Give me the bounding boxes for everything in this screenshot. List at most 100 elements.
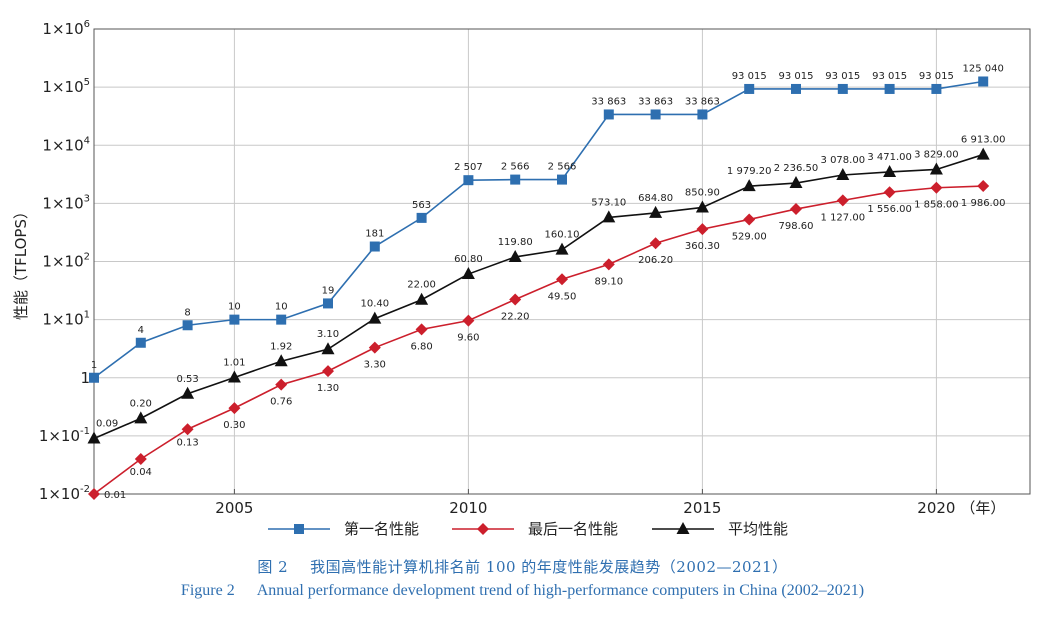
data-label-avg: 160.10: [545, 230, 580, 241]
marker-square: [697, 109, 708, 120]
performance-chart: 1×10-2 1×10-1 1 1×101 1×102 1×103 1×104 1×105 1×…: [12, 19, 1031, 538]
data-label-last: 1 986.00: [961, 198, 1006, 209]
caption-number-en: Figure 2: [180, 582, 235, 599]
plot-area-frame: [93, 28, 1031, 495]
marker-triangle: [461, 267, 475, 280]
data-label-avg: 3.10: [317, 329, 339, 340]
data-label-last: 3.30: [364, 360, 386, 371]
marker-square: [89, 372, 99, 383]
marker-triangle: [415, 292, 429, 305]
marker-diamond: [509, 293, 522, 306]
legend-item-first: 第一名性能: [268, 520, 419, 538]
data-label-avg: 119.80: [498, 237, 533, 248]
data-label-first: 2 507: [454, 162, 483, 173]
data-label-avg: 22.00: [407, 280, 436, 291]
data-label-first: 93 015: [779, 71, 814, 82]
data-label-last: 0.04: [130, 467, 152, 478]
data-label-last: 22.20: [501, 311, 530, 322]
data-label-last: 798.60: [779, 221, 814, 232]
marker-diamond: [275, 378, 288, 391]
marker-diamond: [930, 181, 943, 194]
marker-square: [276, 314, 287, 325]
data-label-first: 2 566: [548, 162, 577, 173]
marker-triangle: [976, 147, 990, 160]
legend-label-last: 最后一名性能: [528, 520, 618, 538]
data-label-last: 1 556.00: [867, 204, 912, 215]
marker-triangle: [321, 342, 335, 355]
series-first: 1 4 8 10 10 19 181 563 2 507 2 566 2 566 33 863 33 8…: [89, 63, 1004, 383]
marker-triangle: [274, 354, 288, 367]
caption-text-zh: 我国高性能计算机排名前 100 的年度性能发展趋势（2002—2021）: [310, 558, 788, 576]
data-label-first: 1: [91, 360, 97, 371]
data-label-last: 6.80: [410, 341, 432, 352]
marker-diamond: [743, 213, 756, 226]
marker-square: [135, 337, 146, 348]
y-tick-label: 1×105: [42, 77, 90, 96]
data-label-avg: 0.20: [130, 398, 152, 409]
series-last: 0.01 0.04 0.13 0.30 0.76 1.30 3.30 6.80 9.60 22.2…: [88, 180, 1005, 501]
marker-square: [931, 83, 942, 94]
marker-square: [837, 83, 848, 94]
legend: 第一名性能 最后一名性能 平均性能: [268, 520, 788, 538]
data-label-last: 1 858.00: [914, 200, 959, 211]
marker-square: [884, 83, 895, 94]
data-label-first: 4: [138, 325, 144, 336]
data-label-last: 1.30: [317, 383, 339, 394]
data-label-avg: 1 979.20: [727, 166, 772, 177]
marker-diamond: [415, 323, 428, 336]
data-label-avg: 850.90: [685, 187, 720, 198]
marker-square: [323, 298, 333, 309]
series-line-last: [93, 185, 984, 495]
marker-square: [557, 174, 567, 185]
data-label-last: 206.20: [638, 255, 673, 266]
data-label-last: 0.13: [176, 437, 198, 448]
marker-square: [744, 83, 755, 94]
data-label-first: 33 863: [591, 96, 626, 107]
y-tick-label: 1×10-2: [39, 484, 90, 503]
y-axis-ticks: 1×10-2 1×10-1 1 1×101 1×102 1×103 1×104 1×105 1×…: [39, 19, 90, 503]
data-label-avg: 3 829.00: [914, 149, 959, 160]
data-label-avg: 60.80: [454, 254, 483, 265]
marker-square: [229, 314, 240, 325]
y-tick-label: 1×101: [42, 310, 90, 329]
marker-triangle: [134, 411, 148, 424]
marker-diamond: [556, 273, 568, 286]
legend-item-last: 最后一名性能: [452, 520, 618, 538]
marker-diamond: [696, 223, 709, 236]
marker-triangle: [883, 164, 897, 177]
series-layer: 1 4 8 10 10 19 181 563 2 507 2 566 2 566 33 863 33 8…: [87, 63, 1005, 501]
y-tick-label: 1×102: [42, 252, 90, 271]
data-label-avg: 3 078.00: [821, 155, 866, 166]
data-label-last: 89.10: [594, 276, 623, 287]
data-label-first: 125 040: [963, 63, 1004, 74]
marker-square: [416, 212, 427, 223]
marker-square: [650, 109, 661, 120]
data-label-avg: 2 236.50: [774, 163, 819, 174]
marker-triangle: [695, 200, 709, 213]
marker-square: [510, 174, 521, 185]
marker-diamond: [836, 194, 849, 207]
data-label-avg: 0.09: [96, 419, 118, 430]
figure-caption-english: Figure 2 Annual performance development t…: [0, 582, 1045, 600]
marker-diamond: [790, 203, 802, 216]
data-label-first: 93 015: [872, 71, 907, 82]
data-label-last: 0.30: [223, 420, 245, 431]
marker-triangle: [789, 176, 803, 189]
marker-diamond: [477, 523, 489, 535]
marker-triangle: [929, 162, 943, 175]
x-tick-label: 2005: [215, 499, 253, 517]
y-tick-label: 1×106: [42, 19, 90, 38]
data-label-first: 33 863: [685, 96, 720, 107]
marker-diamond: [883, 186, 896, 199]
marker-square: [791, 83, 801, 94]
marker-diamond: [368, 341, 381, 354]
data-label-avg: 573.10: [591, 197, 626, 208]
marker-triangle: [649, 205, 663, 218]
marker-triangle: [742, 179, 756, 192]
marker-triangle: [368, 311, 382, 324]
marker-diamond: [228, 402, 241, 415]
y-tick-label: 1×10-1: [39, 426, 90, 445]
figure-caption-chinese: 图 2 我国高性能计算机排名前 100 的年度性能发展趋势（2002—2021）: [0, 556, 1045, 577]
marker-diamond: [322, 365, 334, 378]
marker-diamond: [181, 423, 194, 436]
